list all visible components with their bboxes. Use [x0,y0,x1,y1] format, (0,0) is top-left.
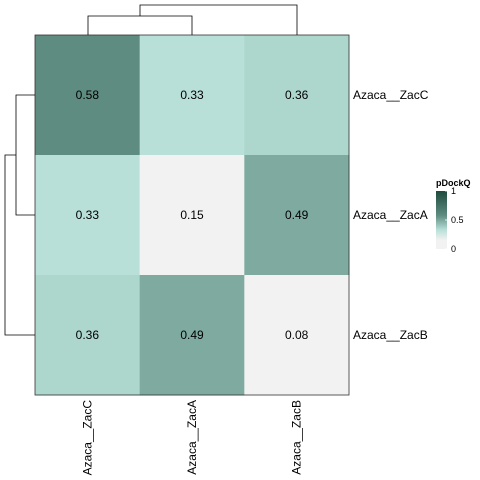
cell-value-label: 0.58 [76,88,100,102]
legend-tick-label: 1 [451,186,456,196]
cell-value-label: 0.49 [285,208,309,222]
column-label: Azaca__ZacB [290,400,304,475]
heatmap-cell [35,155,141,276]
heatmap-cell [244,275,350,396]
heatmap-cell [139,275,245,396]
row-labels: Azaca__ZacC Azaca__ZacA Azaca__ZacB [353,88,429,342]
heatmap-cell [244,155,350,276]
cell-value-label: 0.36 [76,328,100,342]
legend-color-bar [436,191,447,249]
legend-ticks: 10.50 [445,186,464,254]
cell-value-label: 0.33 [76,208,100,222]
heatmap-cells: 0.58 0.33 0.36 0.33 0.15 0.49 0.36 0.49 0.08 [35,35,350,396]
cell-value-label: 0.49 [180,328,204,342]
column-dendrogram [87,4,298,35]
column-labels: Azaca__ZacC Azaca__ZacA Azaca__ZacB [80,400,303,476]
row-label: Azaca__ZacC [353,88,429,102]
cell-value-label: 0.33 [180,88,204,102]
cell-value-label: 0.15 [180,208,204,222]
row-label: Azaca__ZacB [353,328,428,342]
cell-value-label: 0.08 [285,328,309,342]
heatmap-cell [35,275,141,396]
heatmap-cell [139,35,245,156]
heatmap-cell [244,35,350,156]
legend-tick-label: 0.5 [451,215,464,225]
heatmap-cell [35,35,141,156]
legend-tick-label: 0 [451,244,456,254]
color-legend: pDockQ 10.50 [436,178,471,254]
heatmap-cell [139,155,245,276]
cell-value-label: 0.36 [285,88,309,102]
legend-title: pDockQ [436,178,471,188]
row-label: Azaca__ZacA [353,208,428,222]
column-label: Azaca__ZacA [185,400,199,475]
row-dendrogram [4,94,35,336]
column-label: Azaca__ZacC [80,400,94,476]
